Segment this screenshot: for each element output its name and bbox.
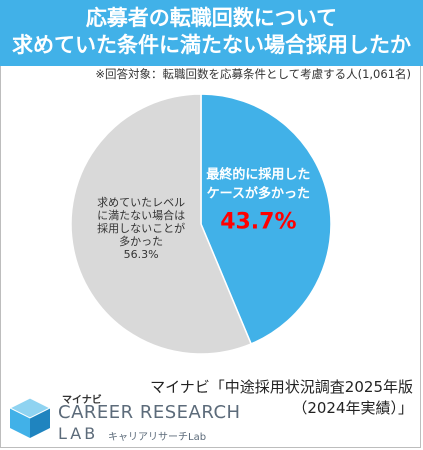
chart-title-line-2: 求めていた条件に満たない場合採用したか [12, 33, 411, 57]
source-line-1: マイナビ「中途採用状況調査2025年版 [150, 378, 413, 396]
title-banner: 応募者の転職回数について 求めていた条件に満たない場合採用したか [0, 0, 423, 66]
slice-2-label-line-3: 採用しないことが [97, 221, 185, 235]
cube-logo-icon [8, 397, 52, 438]
logo-brand-lab: LAB [58, 424, 99, 443]
pie-slice-1 [200, 93, 332, 345]
slice-1-label-line-2: ケースが多かった [207, 185, 310, 201]
slice-2-label-line-1: 求めていたレベル [97, 196, 185, 209]
respondent-note: ※回答対象：転職回数を応募条件として考慮する人(1,061名) [95, 67, 411, 81]
slice-2-label-line-2: に満たない場合は [97, 208, 185, 222]
logo-brand-main: CAREER RESEARCH [58, 402, 241, 423]
slice-2-value-label: 56.3% [124, 248, 159, 261]
slice-1-label-line-1: 最終的に採用した [206, 166, 310, 182]
slice-1-value-label: 43.7% [220, 209, 296, 234]
slice-2-label-line-4: 多かった [119, 234, 163, 248]
source-line-2: （2024年実績）」 [292, 399, 413, 417]
source-citation: マイナビ「中途採用状況調査2025年版 （2024年実績）」 [150, 377, 413, 419]
chart-title-line-1: 応募者の転職回数について [85, 6, 338, 30]
career-research-lab-logo: マイナビ CAREER RESEARCH LAB キャリアリサーチLab [6, 391, 240, 446]
logo-brand-kana: キャリアリサーチLab [108, 432, 207, 443]
pie-slice-2 [70, 93, 253, 355]
logo-brand-small: マイナビ [62, 395, 102, 406]
